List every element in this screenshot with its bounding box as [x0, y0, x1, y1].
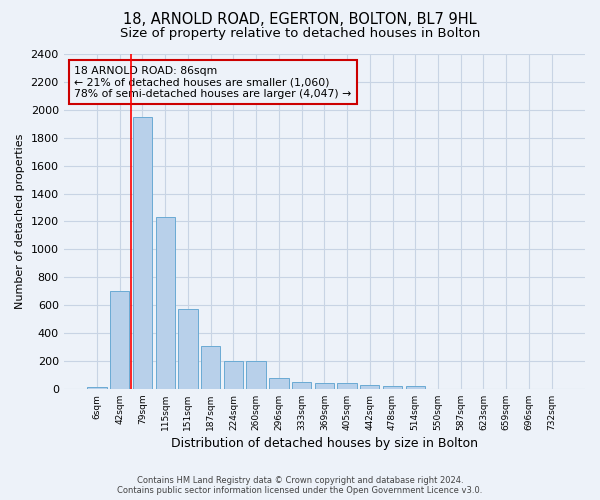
Bar [155, 217, 175, 389]
Bar [406, 386, 425, 389]
Y-axis label: Number of detached properties: Number of detached properties [15, 134, 25, 309]
X-axis label: Distribution of detached houses by size in Bolton: Distribution of detached houses by size … [171, 437, 478, 450]
Bar [383, 386, 402, 389]
Text: Contains HM Land Registry data © Crown copyright and database right 2024.
Contai: Contains HM Land Registry data © Crown c… [118, 476, 482, 495]
Bar [110, 291, 130, 389]
Text: Size of property relative to detached houses in Bolton: Size of property relative to detached ho… [120, 28, 480, 40]
Bar [224, 361, 243, 389]
Bar [247, 361, 266, 389]
Text: 18 ARNOLD ROAD: 86sqm
← 21% of detached houses are smaller (1,060)
78% of semi-d: 18 ARNOLD ROAD: 86sqm ← 21% of detached … [74, 66, 352, 99]
Bar [314, 383, 334, 389]
Bar [360, 386, 379, 389]
Bar [88, 386, 107, 389]
Bar [133, 117, 152, 389]
Bar [337, 383, 357, 389]
Bar [292, 382, 311, 389]
Text: 18, ARNOLD ROAD, EGERTON, BOLTON, BL7 9HL: 18, ARNOLD ROAD, EGERTON, BOLTON, BL7 9H… [123, 12, 477, 28]
Bar [269, 378, 289, 389]
Bar [178, 308, 197, 389]
Bar [201, 346, 220, 389]
